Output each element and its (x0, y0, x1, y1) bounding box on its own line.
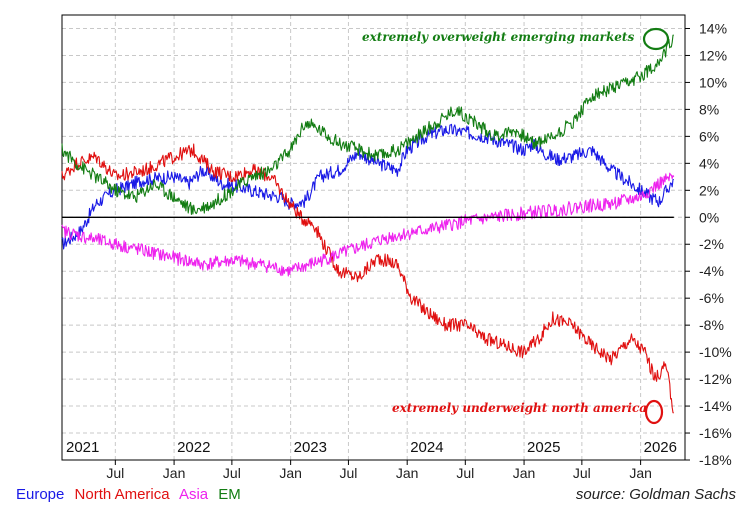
legend-asia: Asia (178, 486, 209, 503)
legend-europe: Europe (16, 486, 65, 503)
annotation-em: extremely overweight emerging markets (362, 30, 634, 44)
y-tick-label: -2% (699, 236, 724, 252)
y-axis-ticks: 14% 12% 10% 8% 6% 4% 2% 0% -2% -4% -6% -8% -10% -12% -… (685, 20, 732, 468)
y-tick-label: -10% (699, 344, 732, 360)
na-highlight-circle (644, 399, 664, 425)
x-tick-label: Jul (456, 465, 474, 481)
y-tick-label: -14% (699, 398, 732, 414)
y-tick-label: 6% (699, 128, 719, 144)
y-tick-label: -6% (699, 290, 724, 306)
legend-north-america: North America (74, 486, 170, 503)
series-line-em (61, 34, 674, 215)
legend: Europe North America Asia EM (16, 486, 247, 503)
x-tick-label: Jul (106, 465, 124, 481)
x-tick-label: Jan (396, 465, 419, 481)
y-tick-label: -8% (699, 317, 724, 333)
plot-frame (61, 14, 686, 461)
x-tick-label: Jan (513, 465, 536, 481)
source-credit: source: Goldman Sachs (575, 486, 736, 503)
y-tick-label: 10% (699, 74, 727, 90)
x-tick-label: Jul (573, 465, 591, 481)
y-tick-label: 14% (699, 20, 727, 36)
y-tick-label: -4% (699, 263, 724, 279)
y-tick-label: 2% (699, 182, 719, 198)
year-label: 2021 (66, 439, 99, 456)
y-tick-label: -12% (699, 371, 732, 387)
year-label: 2025 (527, 439, 560, 456)
year-label: 2024 (410, 439, 443, 456)
y-tick-label: -18% (699, 452, 732, 468)
y-tick-label: -16% (699, 425, 732, 441)
x-tick-label: Jan (163, 465, 186, 481)
y-tick-label: 0% (699, 209, 719, 225)
x-tick-label: Jul (339, 465, 357, 481)
y-tick-label: 12% (699, 47, 727, 63)
series-layer (61, 34, 675, 414)
year-labels: 2021 2022 2023 2024 2025 2026 (66, 439, 677, 456)
y-tick-label: 8% (699, 101, 719, 117)
x-tick-label: Jan (629, 465, 652, 481)
year-label: 2026 (644, 439, 677, 456)
year-label: 2022 (177, 439, 210, 456)
series-line-north-america (61, 143, 674, 414)
em-highlight-circle (642, 27, 670, 51)
annotation-north-america: extremely underweight north america (392, 401, 647, 415)
series-line-asia (61, 172, 675, 277)
month-labels: Jul Jan Jul Jan Jul Jan Jul Jan Jul Jan (106, 460, 652, 481)
year-label: 2023 (294, 439, 327, 456)
y-tick-label: 4% (699, 155, 719, 171)
legend-em: EM (218, 486, 241, 503)
x-tick-label: Jul (223, 465, 241, 481)
x-tick-label: Jan (279, 465, 302, 481)
